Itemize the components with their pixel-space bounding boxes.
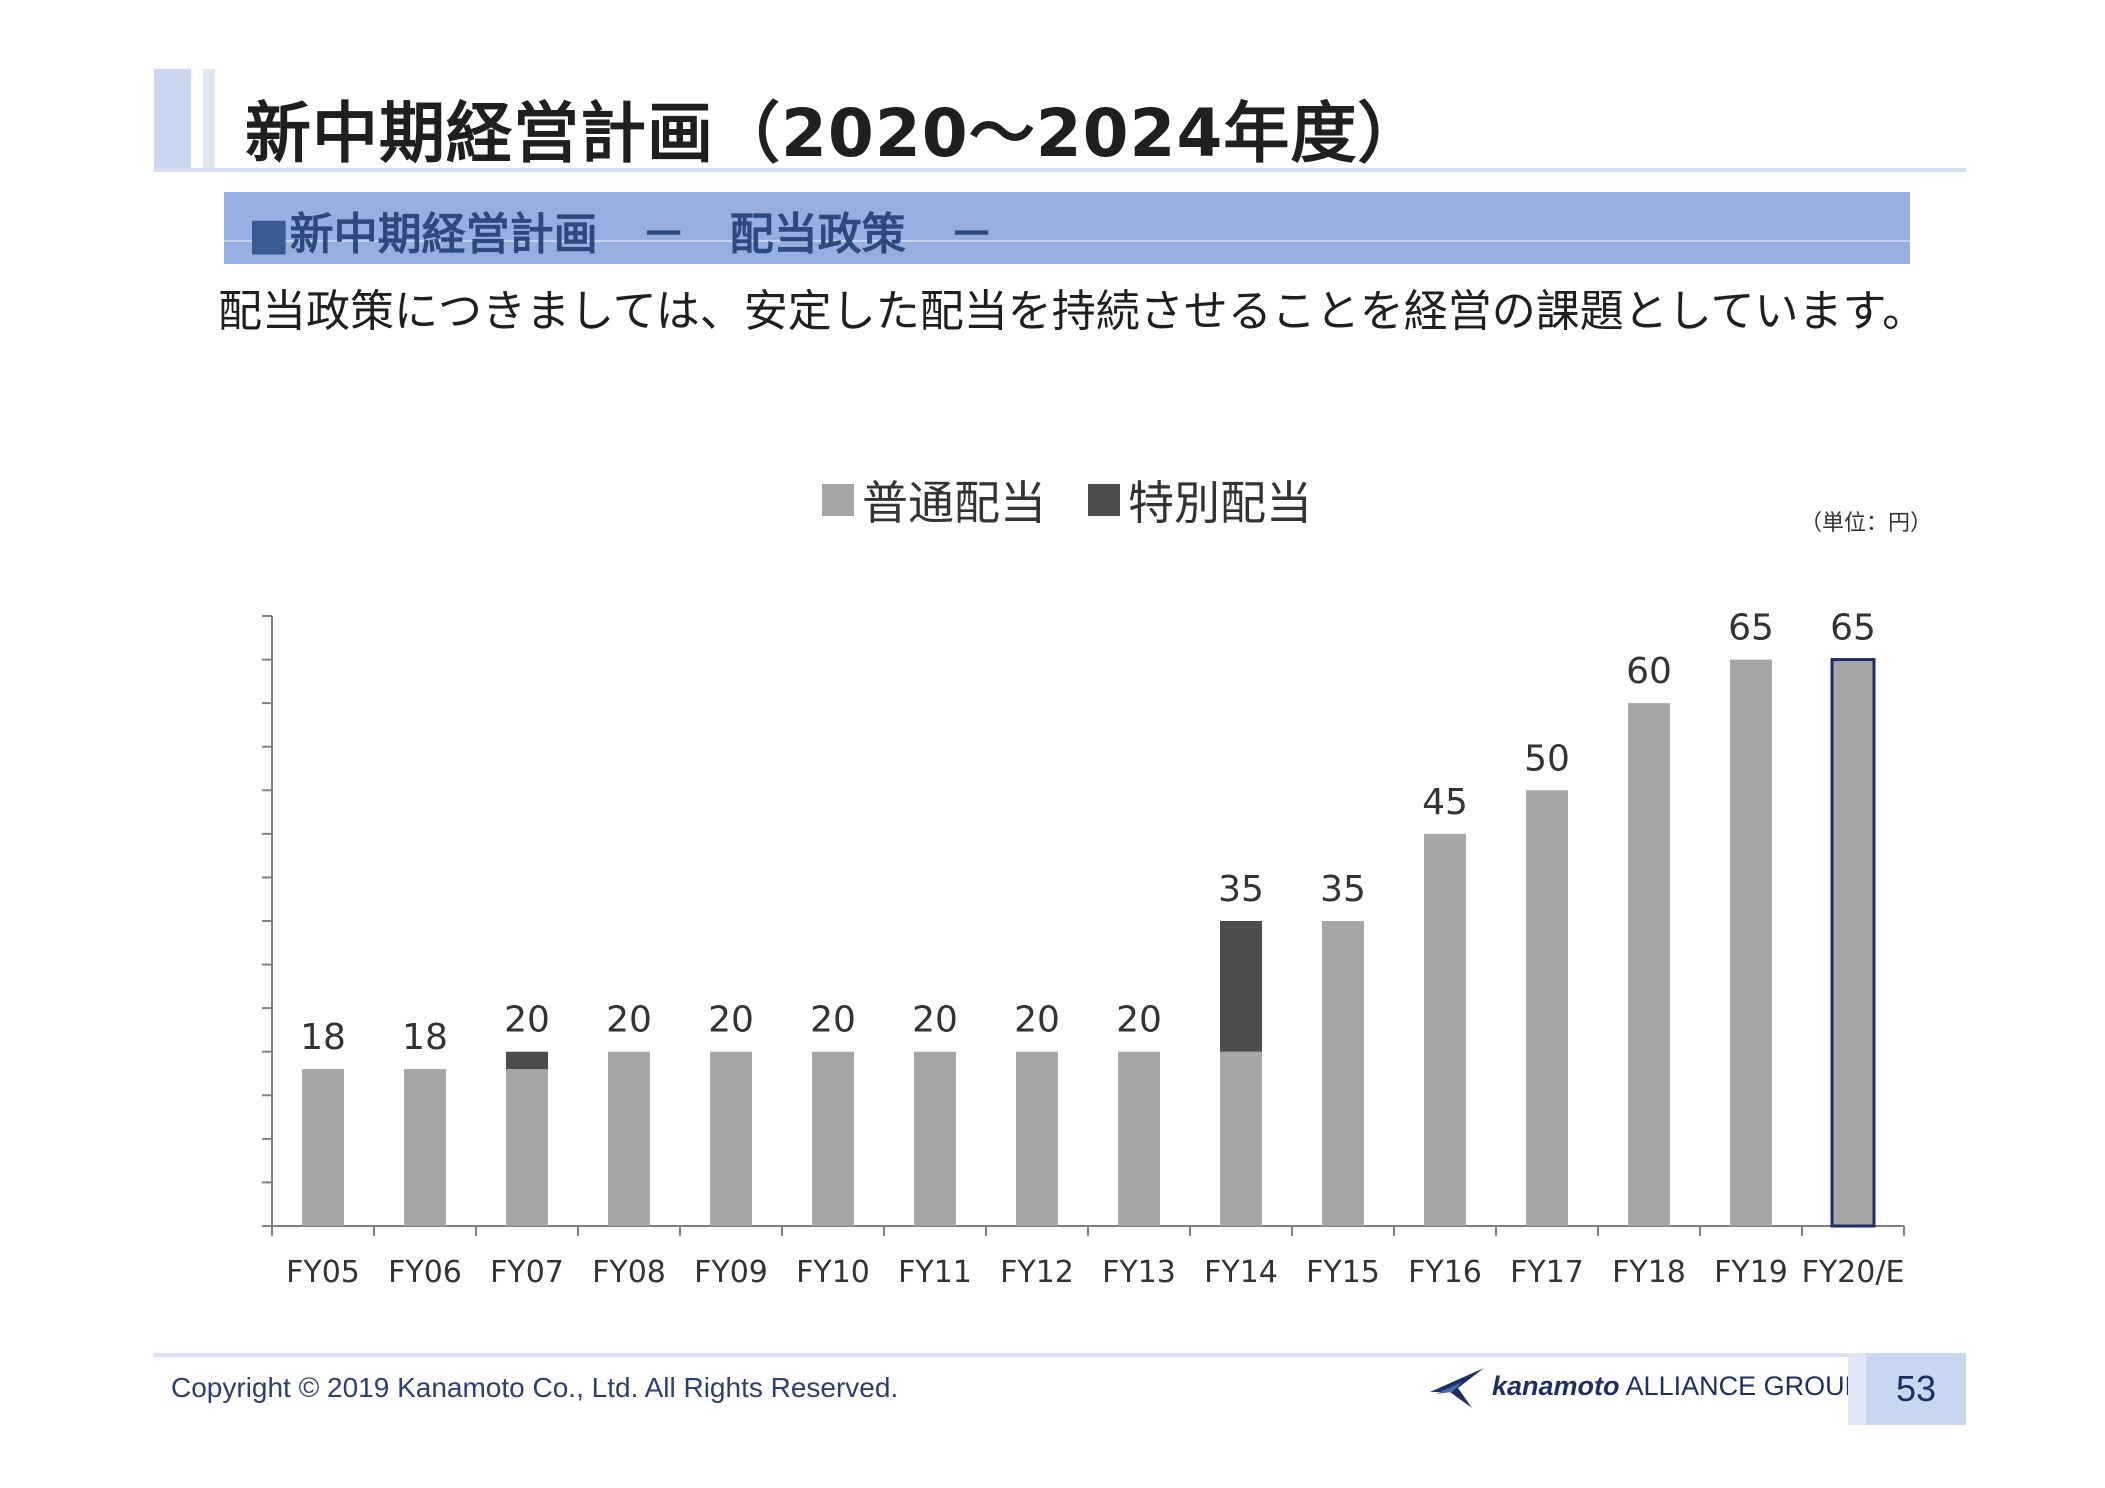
data-label: 65	[1728, 608, 1774, 649]
company-logo: kanamoto ALLIANCE GROUP	[1428, 1362, 1863, 1410]
data-label: 50	[1524, 738, 1570, 779]
bar-ordinary-fy17	[1526, 790, 1568, 1226]
data-label: 35	[1218, 869, 1264, 910]
bar-ordinary-fy11	[914, 1052, 956, 1226]
x-tick-label: FY13	[1102, 1255, 1176, 1290]
x-tick-label: FY14	[1204, 1255, 1278, 1290]
data-label: 18	[300, 1017, 346, 1058]
data-label: 20	[708, 1000, 754, 1041]
x-tick-label: FY17	[1510, 1255, 1584, 1290]
logo-mark-icon	[1428, 1362, 1486, 1410]
x-tick-label: FY18	[1612, 1255, 1686, 1290]
x-tick-label: FY07	[490, 1255, 564, 1290]
bar-special-fy14	[1220, 921, 1262, 1052]
bar-ordinary-fy15	[1322, 921, 1364, 1226]
bar-ordinary-fy14	[1220, 1052, 1262, 1226]
data-label: 45	[1422, 782, 1468, 823]
data-label: 20	[912, 1000, 958, 1041]
bar-ordinary-fy20-e	[1832, 660, 1874, 1226]
bar-ordinary-fy19	[1730, 660, 1772, 1226]
bar-ordinary-fy07	[506, 1069, 548, 1226]
x-tick-label: FY16	[1408, 1255, 1482, 1290]
x-tick-label: FY10	[796, 1255, 870, 1290]
x-tick-label: FY06	[388, 1255, 462, 1290]
footer-divider	[154, 1353, 1966, 1357]
bar-ordinary-fy18	[1628, 703, 1670, 1226]
data-label: 65	[1830, 608, 1876, 649]
bar-ordinary-fy08	[608, 1052, 650, 1226]
logo-brand-text: kanamoto	[1492, 1371, 1620, 1401]
x-tick-label: FY11	[898, 1255, 972, 1290]
data-label: 35	[1320, 869, 1366, 910]
bar-ordinary-fy10	[812, 1052, 854, 1226]
bar-special-fy07	[506, 1052, 548, 1069]
dividend-bar-chart: 18 FY05 18 FY06 20 FY07 20 FY08 20 FY09 20 FY10 20 FY…	[0, 0, 2105, 1340]
x-tick-label: FY05	[286, 1255, 360, 1290]
data-label: 20	[1014, 1000, 1060, 1041]
x-tick-label: FY09	[694, 1255, 768, 1290]
data-label: 20	[810, 1000, 856, 1041]
copyright-text: Copyright © 2019 Kanamoto Co., Ltd. All …	[171, 1372, 898, 1404]
bar-ordinary-fy06	[404, 1069, 446, 1226]
bar-ordinary-fy13	[1118, 1052, 1160, 1226]
logo-wordmark: kanamoto ALLIANCE GROUP	[1492, 1371, 1863, 1402]
x-tick-label: FY12	[1000, 1255, 1074, 1290]
bar-ordinary-fy09	[710, 1052, 752, 1226]
bar-ordinary-fy16	[1424, 834, 1466, 1226]
x-tick-label: FY20/E	[1802, 1255, 1905, 1290]
data-label: 20	[504, 1000, 550, 1041]
logo-group-text: ALLIANCE GROUP	[1626, 1371, 1863, 1401]
x-tick-label: FY08	[592, 1255, 666, 1290]
data-label: 18	[402, 1017, 448, 1058]
data-label: 20	[1116, 1000, 1162, 1041]
data-label: 20	[606, 1000, 652, 1041]
x-tick-label: FY15	[1306, 1255, 1380, 1290]
x-tick-label: FY19	[1714, 1255, 1788, 1290]
bar-ordinary-fy12	[1016, 1052, 1058, 1226]
page-number: 53	[1866, 1353, 1966, 1425]
bar-ordinary-fy05	[302, 1069, 344, 1226]
data-label: 60	[1626, 651, 1672, 692]
